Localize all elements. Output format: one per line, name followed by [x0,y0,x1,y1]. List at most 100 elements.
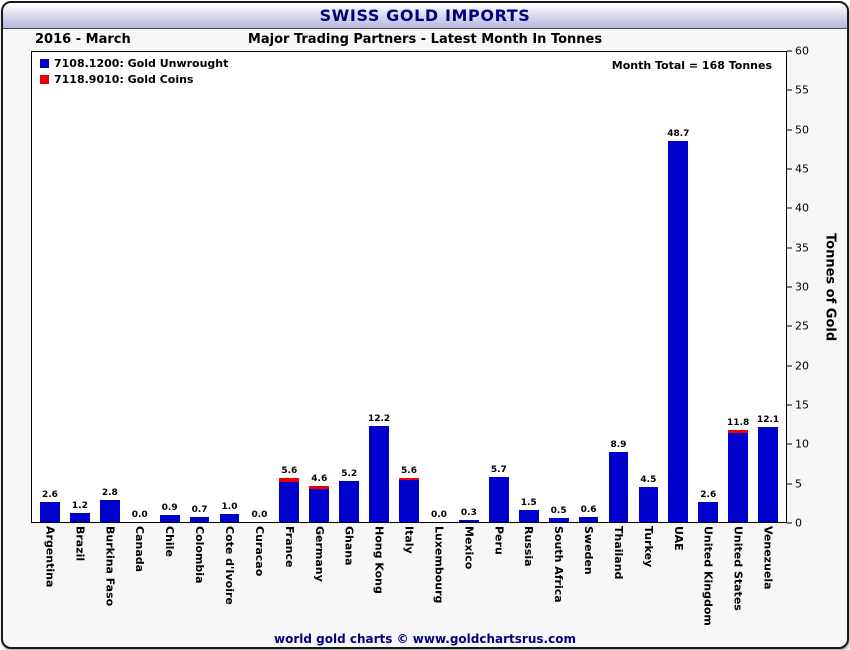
bar-slot-mexico: 0.3 [454,52,484,522]
y-tick-40: 40 [787,203,809,214]
bar-segment-gold-unwrought [578,517,599,522]
bar-peru [488,477,509,522]
bar-france [279,478,300,522]
bar-segment-gold-unwrought [758,427,778,522]
x-label-slot-france: France [274,526,304,628]
bar-segment-gold-unwrought [638,486,659,522]
y-axis-title-column: Tonnes of Gold [817,51,843,523]
bar-uae [668,140,689,522]
bar-slot-russia: 1.5 [514,52,544,522]
y-tick-mark [787,365,792,367]
chart-title: SWISS GOLD IMPORTS [319,6,531,25]
legend-swatch-blue [40,59,49,68]
y-tick-label: 35 [795,241,809,255]
x-axis-label: Ghana [342,526,356,566]
x-label-slot-ghana: Ghana [334,526,364,628]
y-tick-label: 45 [795,162,809,176]
x-label-slot-thailand: Thailand [604,526,634,628]
bar-segment-gold-coins [309,485,330,490]
x-label-slot-venezuela: Venezuela [753,526,783,628]
x-axis-label: Cote d'Ivoire [222,526,236,605]
bar-slot-chile: 0.9 [155,52,185,522]
bar-value-label: 2.6 [700,489,717,500]
x-axis-label: Colombia [193,526,207,584]
x-axis-label: Mexico [462,526,476,570]
x-axis-label: Hong Kong [372,526,386,594]
bar-segment-gold-unwrought [309,489,330,522]
y-tick-50: 50 [787,124,809,135]
bar-segment-gold-unwrought [189,516,210,522]
legend-swatch-red [40,75,49,84]
x-label-slot-chile: Chile [155,526,185,628]
chart-subheader: 2016 - March Major Trading Partners - La… [3,29,847,51]
bar-value-label: 0.5 [550,506,567,517]
x-axis-label: France [282,526,296,568]
bar-value-label: 5.2 [341,469,358,480]
bar-burkina-faso [99,500,120,522]
y-tick-15: 15 [787,400,809,411]
bar-value-label: 2.8 [101,488,118,499]
y-tick-35: 35 [787,242,809,253]
bar-segment-gold-unwrought [728,433,749,522]
legend-item-gold-unwrought: 7108.1200: Gold Unwrought [40,57,228,70]
y-tick-mark [787,89,792,91]
x-label-slot-burkina-faso: Burkina Faso [95,526,125,628]
x-axis-label: Curacao [252,526,266,577]
x-label-slot-peru: Peru [484,526,514,628]
bar-sweden [578,517,599,522]
y-tick-label: 60 [795,44,809,58]
legend: 7108.1200: Gold Unwrought 7118.9010: Gol… [40,57,228,86]
bar-segment-gold-coins [399,478,419,481]
x-label-slot-brazil: Brazil [65,526,95,628]
bar-slot-united-kingdom: 2.6 [693,52,723,522]
bar-chile [159,514,180,522]
bar-slot-south-africa: 0.5 [544,52,574,522]
bar-value-label: 8.9 [610,440,627,451]
x-axis-label: United Kingdom [701,526,715,626]
x-axis-label: Canada [133,526,147,573]
bar-value-label: 4.5 [640,474,657,485]
x-label-slot-italy: Italy [394,526,424,628]
x-axis-label: Sweden [582,526,596,575]
bar-slot-sweden: 0.6 [574,52,604,522]
bar-value-label: 0.0 [131,510,148,520]
y-tick-mark [787,443,792,445]
x-axis-label: Burkina Faso [103,526,117,607]
bar-value-label: 0.7 [191,504,208,515]
y-tick-mark [787,325,792,327]
bar-segment-gold-unwrought [399,480,419,522]
bar-russia [518,510,539,522]
bar-slot-hong-kong: 12.2 [364,52,394,522]
x-axis-label: Germany [312,526,326,582]
bar-value-label: 0.0 [251,510,268,520]
bar-slot-venezuela: 12.1 [753,52,783,522]
y-tick-mark [787,522,792,524]
bar-segment-gold-unwrought [159,514,180,522]
bar-segment-gold-coins [279,478,300,483]
y-tick-30: 30 [787,282,809,293]
bar-colombia [189,516,210,522]
x-axis-label: South Africa [552,526,566,603]
x-label-slot-turkey: Turkey [633,526,663,628]
y-tick-label: 40 [795,201,809,215]
bar-slot-ghana: 5.2 [334,52,364,522]
y-axis: 0 5 10 15 20 25 30 35 40 45 50 55 60 Tonnes of Gold [787,46,845,529]
bar-thailand [608,452,629,522]
bar-slot-colombia: 0.7 [185,52,215,522]
bar-value-label: 1.0 [221,502,238,513]
bar-cote-d-ivoire [219,514,240,522]
bar-slot-luxembourg: 0.0 [424,52,454,522]
x-axis-label: Italy [402,526,416,554]
bar-segment-gold-unwrought [40,501,60,522]
x-label-slot-colombia: Colombia [185,526,215,628]
y-axis-title: Tonnes of Gold [822,232,838,342]
bar-slot-france: 5.6 [274,52,304,522]
bar-slot-turkey: 4.5 [633,52,663,522]
bar-segment-gold-unwrought [70,512,90,522]
x-axis-label: UAE [671,526,685,551]
bar-value-label: 12.2 [367,414,391,425]
bar-slot-canada: 0.0 [125,52,155,522]
x-label-slot-united-kingdom: United Kingdom [693,526,723,628]
x-label-slot-mexico: Mexico [454,526,484,628]
